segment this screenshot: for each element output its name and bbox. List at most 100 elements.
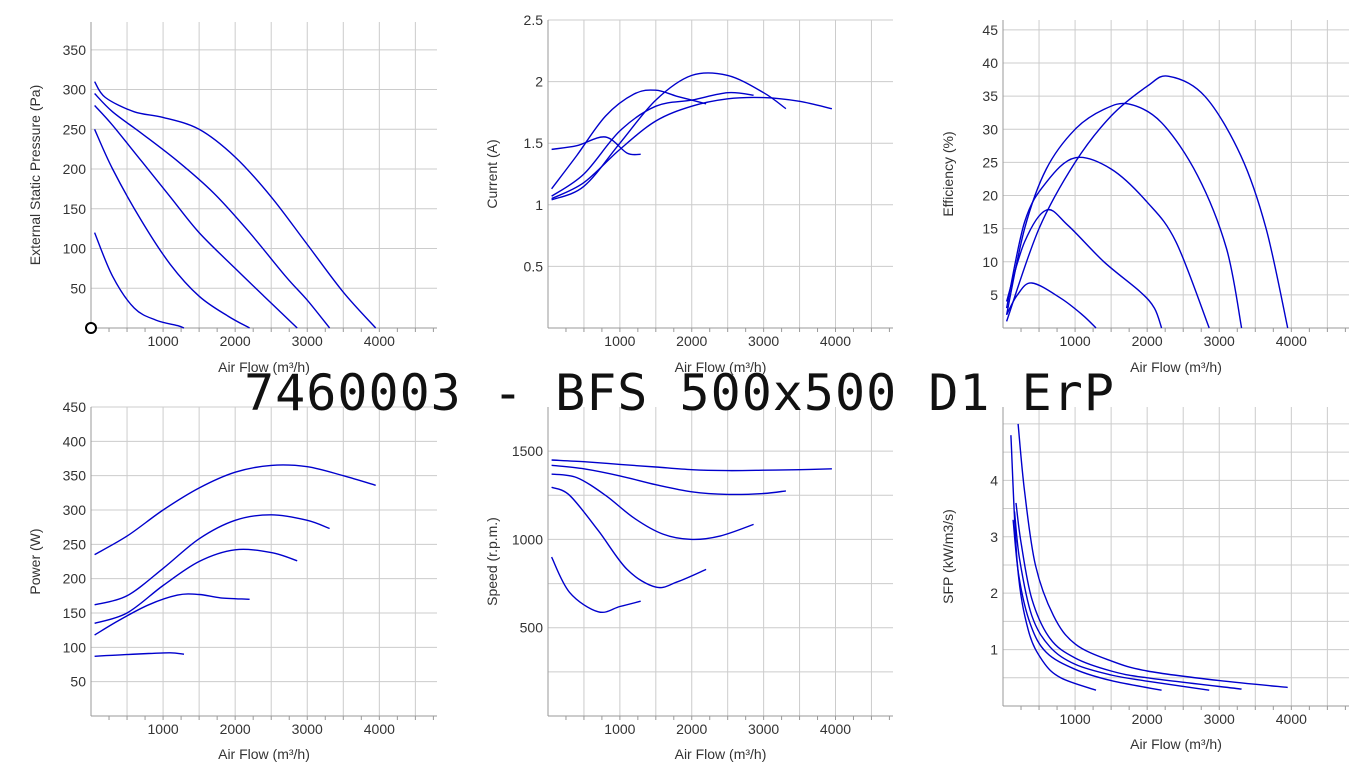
- series-line-5: [551, 136, 641, 156]
- y-tick-label: 40: [982, 55, 998, 71]
- x-tick-label: 2000: [676, 333, 707, 349]
- y-tick-label: 350: [63, 468, 87, 484]
- series-line-3: [94, 548, 298, 624]
- y-tick-label: 200: [63, 161, 87, 177]
- x-tick-label: 1000: [1060, 711, 1091, 727]
- chart-power: 1000 2000 3000 4000 50 100 150 200 250 300 350 400 4…: [27, 399, 437, 762]
- y-tick-label: 100: [63, 639, 87, 655]
- x-tick-label: 3000: [292, 721, 323, 737]
- y-tick-label: 45: [982, 22, 998, 38]
- series-line-2: [1015, 502, 1242, 690]
- series-line-5: [1010, 435, 1097, 691]
- chart-speed: 1000 2000 3000 4000 500 1000 1500 Air Flow (m³/…: [484, 407, 893, 762]
- series-line-4: [1012, 519, 1162, 691]
- y-tick-label: 100: [63, 241, 87, 257]
- series-line-4: [1005, 208, 1163, 329]
- y-tick-label: 3: [990, 529, 998, 545]
- series-line-3: [1005, 156, 1210, 329]
- y-axis-label: SFP (kW/m3/s): [940, 509, 956, 604]
- y-tick-label: 4: [990, 472, 998, 488]
- y-tick-label: 20: [982, 188, 998, 204]
- x-tick-label: 4000: [1276, 711, 1307, 727]
- x-tick-label: 1000: [604, 721, 635, 737]
- series-line-2: [1005, 102, 1243, 329]
- x-axis-label: Air Flow (m³/h): [218, 746, 310, 762]
- x-tick-label: 2000: [1132, 711, 1163, 727]
- y-tick-label: 400: [63, 433, 87, 449]
- x-tick-label: 3000: [292, 333, 323, 349]
- y-tick-label: 250: [63, 121, 87, 137]
- series-line-4: [551, 486, 707, 589]
- x-tick-label: 4000: [820, 333, 851, 349]
- y-tick-label: 50: [70, 280, 86, 296]
- x-tick-label: 1000: [148, 721, 179, 737]
- chart-pressure: 1000 2000 3000 4000 50 100 150 200 250 300 350 Air …: [27, 22, 437, 375]
- series-line-5: [1005, 282, 1097, 329]
- y-axis-label: Current (A): [484, 139, 500, 208]
- y-tick-label: 1000: [512, 531, 543, 547]
- series-line-4: [93, 129, 250, 329]
- x-axis-label: Air Flow (m³/h): [1130, 736, 1222, 752]
- x-tick-label: 1000: [148, 333, 179, 349]
- y-tick-label: 200: [63, 571, 87, 587]
- y-tick-label: 450: [63, 399, 87, 415]
- y-tick-label: 300: [63, 502, 87, 518]
- series-line-3: [551, 91, 754, 197]
- x-axis-label: Air Flow (m³/h): [1130, 359, 1222, 375]
- y-tick-label: 1: [990, 642, 998, 658]
- y-tick-label: 250: [63, 536, 87, 552]
- series-line-3: [94, 105, 298, 329]
- x-tick-label: 2000: [220, 333, 251, 349]
- y-tick-label: 1500: [512, 443, 543, 459]
- y-tick-label: 5: [990, 287, 998, 303]
- x-tick-label: 2000: [220, 721, 251, 737]
- x-tick-label: 1000: [604, 333, 635, 349]
- chart-efficiency: 1000 2000 3000 4000 5 10 15 20 25 30 35 40 45 Air Flo…: [940, 20, 1349, 375]
- series-line-1: [94, 464, 376, 556]
- y-tick-label: 1.5: [524, 135, 544, 151]
- y-tick-label: 0.5: [524, 258, 544, 274]
- x-tick-label: 4000: [364, 333, 395, 349]
- series-line-3: [1013, 511, 1210, 691]
- series-line-2: [551, 72, 787, 201]
- y-tick-label: 10: [982, 254, 998, 270]
- series-line-4: [94, 593, 250, 636]
- x-tick-label: 2000: [1132, 333, 1163, 349]
- series-line-1: [551, 96, 833, 200]
- y-tick-label: 150: [63, 605, 87, 621]
- y-axis-label: Power (W): [27, 528, 43, 594]
- y-tick-label: 2: [990, 585, 998, 601]
- y-tick-label: 30: [982, 121, 998, 137]
- series-line-4: [551, 89, 707, 190]
- series-line-1: [1005, 75, 1289, 329]
- series-line-2: [94, 514, 330, 606]
- y-tick-label: 25: [982, 154, 998, 170]
- y-tick-label: 500: [520, 620, 544, 636]
- series-line-1: [551, 459, 832, 472]
- y-tick-label: 150: [63, 201, 87, 217]
- x-tick-label: 3000: [748, 333, 779, 349]
- x-tick-label: 3000: [748, 721, 779, 737]
- series-line-1: [93, 81, 377, 329]
- x-tick-label: 1000: [1060, 333, 1091, 349]
- x-axis-label: Air Flow (m³/h): [675, 746, 767, 762]
- y-axis-label: Efficiency (%): [940, 131, 956, 216]
- y-tick-label: 350: [63, 42, 87, 58]
- series-line-1: [1017, 423, 1288, 689]
- x-tick-label: 3000: [1204, 333, 1235, 349]
- chart-current: 1000 2000 3000 4000 0.5 1 1.5 2 2.5 Air Flow (m³/…: [484, 12, 893, 375]
- y-axis-label: External Static Pressure (Pa): [27, 85, 43, 266]
- y-tick-label: 1: [535, 197, 543, 213]
- x-tick-label: 4000: [364, 721, 395, 737]
- series-line-2: [551, 464, 786, 496]
- x-tick-label: 4000: [820, 721, 851, 737]
- x-tick-label: 3000: [1204, 711, 1235, 727]
- series-line-3: [551, 473, 754, 541]
- series-line-5: [94, 652, 185, 657]
- y-tick-label: 2: [535, 74, 543, 90]
- origin-marker[interactable]: [85, 322, 97, 334]
- y-tick-label: 50: [70, 674, 86, 690]
- series-line-5: [550, 556, 641, 614]
- y-axis-label: Speed (r.p.m.): [484, 517, 500, 606]
